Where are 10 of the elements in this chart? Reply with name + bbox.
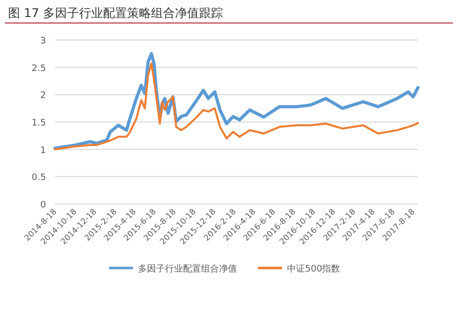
- y-tick-label: 0: [40, 200, 46, 210]
- chart-title: 图 17 多因子行业配置策略组合净值跟踪: [8, 6, 223, 20]
- y-tick-label: 1.5: [32, 118, 46, 128]
- legend-label: 中证500指数: [287, 264, 340, 274]
- y-tick-label: 3: [40, 36, 46, 46]
- y-tick-label: 2.5: [32, 64, 46, 74]
- y-tick-label: 2: [40, 91, 46, 102]
- legend-label: 多因子行业配置组合净值: [138, 264, 237, 274]
- y-tick-label: 0.5: [32, 173, 46, 184]
- y-tick-label: 1: [40, 146, 46, 156]
